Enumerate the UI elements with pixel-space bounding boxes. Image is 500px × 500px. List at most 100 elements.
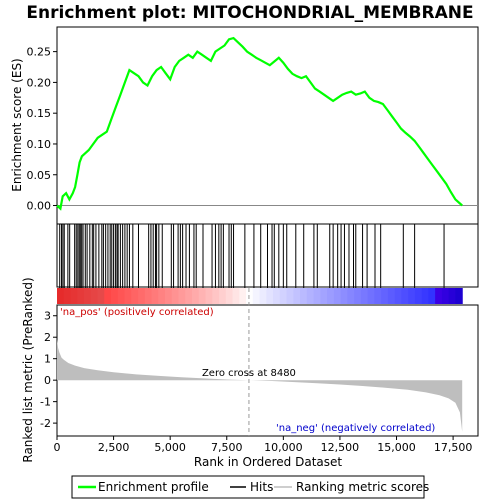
es-y-tick-label: 0.25 bbox=[27, 46, 52, 59]
es-y-tick-label: 0.10 bbox=[27, 138, 52, 151]
legend-metric-label: Ranking metric scores bbox=[296, 480, 429, 494]
zero-cross-label: Zero cross at 8480 bbox=[202, 368, 296, 379]
heatmap-cell bbox=[212, 288, 220, 304]
x-tick-label: 17,500 bbox=[434, 441, 473, 454]
metric-y-axis: -2 -1 0 1 2 3 bbox=[40, 310, 57, 430]
heatmap-cell bbox=[414, 288, 423, 304]
es-y-tick-label: 0.05 bbox=[27, 169, 52, 182]
heatmap-cell bbox=[279, 288, 288, 304]
heatmap-cell bbox=[151, 288, 159, 304]
heatmap-cell bbox=[266, 288, 274, 304]
heatmap-cell bbox=[435, 288, 443, 304]
x-axis-label: Rank in Ordered Dataset bbox=[194, 455, 342, 469]
heatmap-cell bbox=[455, 288, 463, 304]
es-y-axis-label: Enrichment score (ES) bbox=[10, 58, 24, 191]
heatmap-cell bbox=[428, 288, 436, 304]
x-tick-label: 0 bbox=[54, 441, 61, 454]
x-tick-label: 15,000 bbox=[377, 441, 416, 454]
heatmap-cell bbox=[421, 288, 429, 304]
metric-y-axis-label: Ranked list metric (PreRanked) bbox=[21, 277, 35, 462]
metric-y-tick-label: 2 bbox=[44, 331, 51, 344]
legend: Enrichment profile Hits Ranking metric s… bbox=[71, 475, 429, 499]
heatmap-cell bbox=[313, 288, 321, 304]
heatmap-cell bbox=[347, 288, 355, 304]
heatmap-cell bbox=[293, 288, 301, 304]
heatmap-cell bbox=[300, 288, 308, 304]
heatmap-cell bbox=[171, 288, 180, 304]
heatmap-cell bbox=[448, 288, 457, 304]
heatmap-cell bbox=[273, 288, 281, 304]
x-tick-label: 7,500 bbox=[211, 441, 243, 454]
heatmap-cell bbox=[165, 288, 173, 304]
es-y-tick-label: 0.15 bbox=[27, 107, 52, 120]
legend-profile-label: Enrichment profile bbox=[98, 480, 209, 494]
x-tick-label: 2,500 bbox=[98, 441, 130, 454]
heatmap-cell bbox=[225, 288, 234, 304]
heatmap-cell bbox=[408, 288, 416, 304]
heatmap-cell bbox=[387, 288, 396, 304]
es-panel-frame bbox=[56, 26, 479, 225]
positive-correlation-label: 'na_pos' (positively correlated) bbox=[60, 307, 214, 318]
metric-panel-frame bbox=[56, 304, 479, 437]
heatmap-cell bbox=[104, 288, 112, 304]
metric-y-tick-label: 3 bbox=[44, 310, 51, 323]
heatmap-cell bbox=[286, 288, 294, 304]
es-y-axis: 0.00 0.05 0.10 0.15 0.20 0.25 bbox=[27, 46, 57, 213]
heatmap-cell bbox=[306, 288, 315, 304]
heatmap-cell bbox=[441, 288, 450, 304]
heatmap-cell bbox=[333, 288, 342, 304]
x-tick-label: 10,000 bbox=[264, 441, 303, 454]
x-tick-label: 5,000 bbox=[154, 441, 186, 454]
hit-lines bbox=[59, 224, 445, 288]
heatmap-cell bbox=[70, 288, 78, 304]
heatmap-cell bbox=[401, 288, 409, 304]
x-axis: 0 2,500 5,000 7,500 10,000 12,500 15,000 17,500 bbox=[54, 436, 473, 454]
heatmap-cell bbox=[144, 288, 153, 304]
heatmap-cell bbox=[381, 288, 389, 304]
heatmap-cell bbox=[252, 288, 261, 304]
x-tick-label: 12,500 bbox=[321, 441, 360, 454]
heatmap-cell bbox=[219, 288, 227, 304]
heatmap-cell bbox=[63, 288, 72, 304]
heatmap-cell bbox=[90, 288, 99, 304]
heatmap-cell bbox=[84, 288, 92, 304]
heatmap-cell bbox=[77, 288, 85, 304]
es-y-tick-label: 0.00 bbox=[27, 200, 52, 213]
heatmap-cell bbox=[124, 288, 132, 304]
heatmap-cell bbox=[340, 288, 348, 304]
enrichment-profile-line bbox=[56, 36, 463, 211]
heatmap-cell bbox=[246, 288, 254, 304]
legend-box bbox=[71, 475, 425, 499]
legend-hits-label: Hits bbox=[250, 480, 273, 494]
es-y-tick-label: 0.20 bbox=[27, 76, 52, 89]
heatmap-cell bbox=[198, 288, 207, 304]
heatmap-cell bbox=[367, 288, 375, 304]
heatmap-cell bbox=[360, 288, 369, 304]
hits-panel bbox=[56, 223, 479, 288]
heatmap-cell bbox=[57, 288, 65, 304]
heatmap-cell bbox=[239, 288, 247, 304]
heatmap-cell bbox=[192, 288, 200, 304]
metric-y-tick-label: -2 bbox=[40, 417, 51, 430]
ranking-metric-area bbox=[57, 339, 463, 432]
heatmap-cell bbox=[178, 288, 186, 304]
metric-y-tick-label: 0 bbox=[44, 374, 51, 387]
metric-y-tick-label: -1 bbox=[40, 396, 51, 409]
chart-title: Enrichment plot: MITOCHONDRIAL_MEMBRANE bbox=[26, 3, 473, 23]
heatmap-cell bbox=[131, 288, 139, 304]
heatmap-cell bbox=[111, 288, 119, 304]
heatmap-cell bbox=[394, 288, 402, 304]
heatmap-cell bbox=[97, 288, 105, 304]
heatmap-cell bbox=[205, 288, 213, 304]
heatmap-cell bbox=[138, 288, 146, 304]
heatmap-cell bbox=[354, 288, 362, 304]
metric-panel: Zero cross at 8480 'na_pos' (positively … bbox=[21, 277, 479, 463]
heatmap-cell bbox=[158, 288, 166, 304]
heatmap-cell bbox=[232, 288, 240, 304]
ranking-heatmap-bar bbox=[57, 288, 463, 304]
heatmap-cell bbox=[185, 288, 193, 304]
negative-correlation-label: 'na_neg' (negatively correlated) bbox=[276, 423, 435, 434]
heatmap-cell bbox=[327, 288, 335, 304]
heatmap-cell bbox=[320, 288, 328, 304]
es-panel: 0.00 0.05 0.10 0.15 0.20 0.25 Enrichment scor… bbox=[10, 26, 479, 225]
